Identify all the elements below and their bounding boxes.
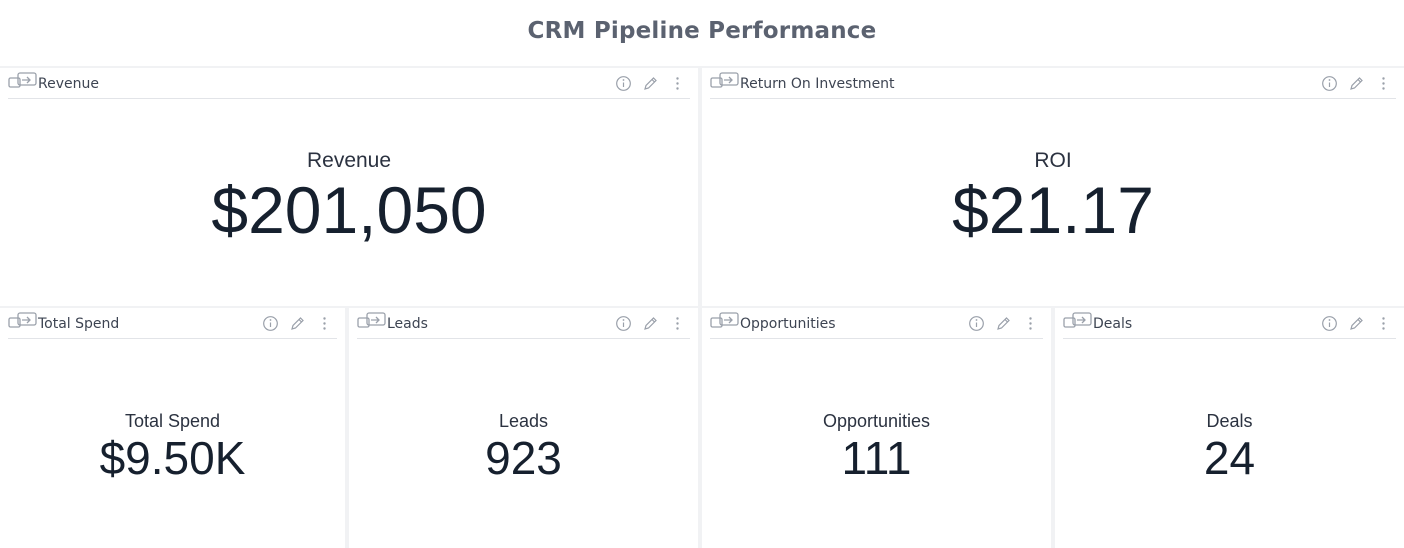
tile-header: Return On Investment [710, 68, 1396, 99]
tile-return-on-investment: Return On Investment ROI $21.17 [702, 68, 1404, 306]
kpi-value: $21.17 [952, 172, 1154, 247]
tile-header: Revenue [8, 68, 690, 99]
info-icon[interactable] [615, 75, 632, 92]
tile-header: Leads [357, 308, 690, 339]
info-icon[interactable] [1321, 75, 1338, 92]
pencil-icon[interactable] [642, 315, 659, 332]
kebab-menu-icon[interactable] [1022, 315, 1039, 332]
kpi-label: Deals [1206, 410, 1253, 431]
link-icon[interactable] [8, 311, 38, 329]
pencil-icon[interactable] [1348, 75, 1365, 92]
link-icon[interactable] [710, 71, 740, 89]
tile-title: Revenue [38, 75, 99, 92]
link-icon[interactable] [357, 311, 387, 329]
kpi-value: $9.50K [99, 431, 246, 484]
kpi-value: 24 [1203, 431, 1256, 484]
pencil-icon[interactable] [995, 315, 1012, 332]
kpi-value: 923 [485, 431, 562, 484]
tile-leads: Leads Leads 923 [349, 308, 698, 548]
tile-toolbar [615, 75, 690, 92]
kebab-menu-icon[interactable] [1375, 75, 1392, 92]
tile-toolbar [1321, 315, 1396, 332]
tile-deals: Deals Deals 24 [1055, 308, 1404, 548]
tile-title: Opportunities [740, 315, 836, 332]
kebab-menu-icon[interactable] [669, 75, 686, 92]
info-icon[interactable] [262, 315, 279, 332]
pencil-icon[interactable] [642, 75, 659, 92]
tile-body: Leads 923 [349, 339, 698, 548]
tile-body: ROI $21.17 [702, 99, 1404, 306]
pencil-icon[interactable] [289, 315, 306, 332]
tile-header: Total Spend [8, 308, 337, 339]
kebab-menu-icon[interactable] [316, 315, 333, 332]
tile-title: Total Spend [38, 315, 120, 332]
info-icon[interactable] [1321, 315, 1338, 332]
tile-toolbar [262, 315, 337, 332]
kpi-label: Total Spend [124, 410, 221, 431]
pencil-icon[interactable] [1348, 315, 1365, 332]
kebab-menu-icon[interactable] [669, 315, 686, 332]
link-icon[interactable] [710, 311, 740, 329]
kpi-label: Leads [498, 410, 549, 431]
tile-title: Deals [1093, 315, 1133, 332]
tile-title: Return On Investment [740, 75, 895, 92]
tile-header: Deals [1063, 308, 1396, 339]
kpi-label: Opportunities [822, 410, 931, 431]
tile-total-spend: Total Spend Total Spend $9.50K [0, 308, 345, 548]
kpi-value: $201,050 [211, 172, 487, 247]
tile-body: Total Spend $9.50K [0, 339, 345, 548]
tile-toolbar [968, 315, 1043, 332]
tile-toolbar [615, 315, 690, 332]
info-icon[interactable] [615, 315, 632, 332]
kebab-menu-icon[interactable] [1375, 315, 1392, 332]
kpi-label: ROI [1034, 148, 1072, 172]
tile-revenue: Revenue Revenue $201,050 [0, 68, 698, 306]
tile-toolbar [1321, 75, 1396, 92]
dashboard-title: CRM Pipeline Performance [527, 18, 877, 44]
kpi-value: 111 [841, 431, 912, 484]
link-icon[interactable] [8, 71, 38, 89]
tile-opportunities: Opportunities Opportunities 111 [702, 308, 1051, 548]
tile-body: Deals 24 [1055, 339, 1404, 548]
tile-header: Opportunities [710, 308, 1043, 339]
tile-title: Leads [387, 315, 428, 332]
info-icon[interactable] [968, 315, 985, 332]
link-icon[interactable] [1063, 311, 1093, 329]
tile-body: Opportunities 111 [702, 339, 1051, 548]
kpi-label: Revenue [306, 148, 392, 172]
dashboard-header: CRM Pipeline Performance [0, 0, 1404, 66]
tile-body: Revenue $201,050 [0, 99, 698, 306]
